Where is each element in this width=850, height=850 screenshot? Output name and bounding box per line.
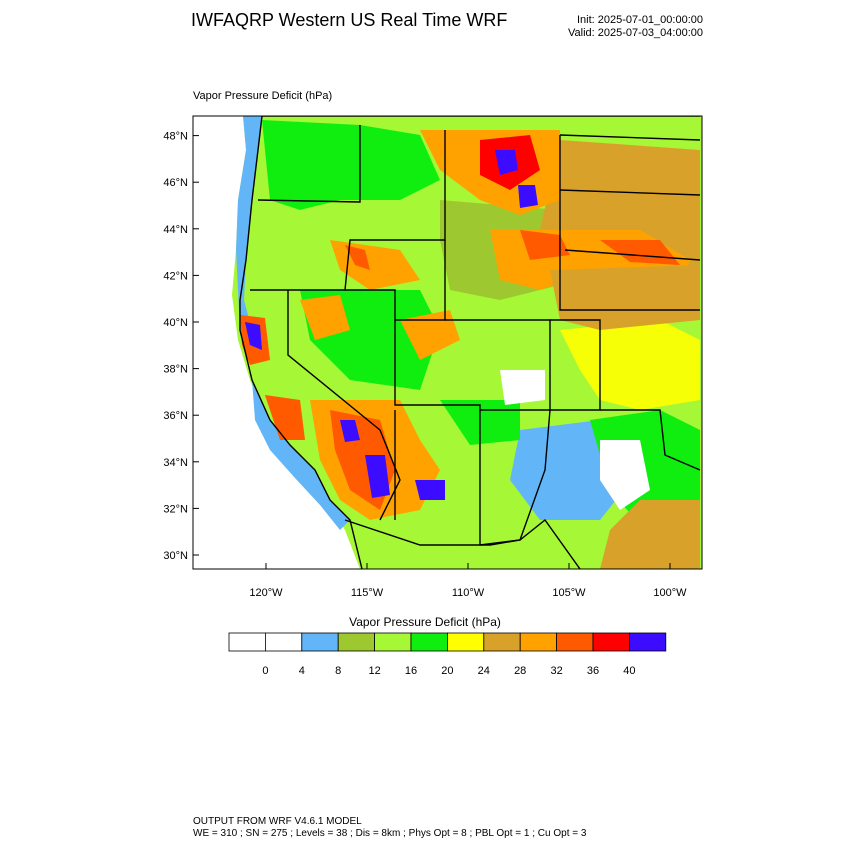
colorbar-swatch (410, 632, 448, 652)
colorbar-title: Vapor Pressure Deficit (hPa) (349, 615, 501, 629)
colorbar-label: 24 (478, 665, 490, 677)
page-title: IWFAQRP Western US Real Time WRF (191, 10, 508, 30)
lat-tick-label: 30°N (163, 550, 188, 562)
colorbar-label: 20 (441, 665, 453, 677)
colorbar-label: 40 (623, 665, 635, 677)
coastline (239, 116, 700, 569)
map-field (193, 116, 702, 569)
time-info: Init: 2025-07-01_00:00:00 Valid: 2025-07… (568, 14, 703, 40)
colorbar-label: 4 (299, 665, 305, 677)
map-field-label: Vapor Pressure Deficit (hPa) (193, 90, 333, 102)
init-time: Init: 2025-07-01_00:00:00 (577, 14, 703, 26)
colorbar-swatch (264, 632, 303, 652)
lat-tick-label: 34°N (163, 457, 188, 469)
colorbar-swatch (519, 632, 558, 652)
colorbar-label: 12 (368, 665, 380, 677)
colorbar-label: 0 (262, 665, 268, 677)
colorbar-label: 32 (550, 665, 562, 677)
lat-tick-label: 38°N (163, 364, 188, 376)
state-boundaries (250, 125, 701, 546)
colorbar-label: 36 (587, 665, 599, 677)
lat-tick-label: 36°N (163, 410, 188, 422)
colorbar-swatch (556, 632, 594, 652)
colorbar-label: 16 (405, 665, 417, 677)
lon-tick-label: 115°W (351, 587, 384, 599)
lon-tick-label: 110°W (452, 587, 485, 599)
lon-tick-label: 100°W (653, 587, 687, 599)
colorbar-swatch (592, 632, 630, 652)
model-footer: OUTPUT FROM WRF V4.6.1 MODEL WE = 310 ; … (193, 816, 586, 840)
lat-axis: 30°N 32°N 34°N 36°N 38°N 40°N 42°N 44°N 46°N 48°N (163, 131, 199, 562)
lon-tick-label: 120°W (249, 587, 283, 599)
lat-tick-label: 42°N (163, 270, 188, 282)
map-frame (192, 115, 703, 570)
lon-axis: 120°W 115°W 110°W 105°W 100°W (249, 563, 687, 599)
colorbar-swatch (446, 632, 485, 652)
lat-tick-label: 32°N (163, 503, 188, 515)
colorbar-swatch (629, 632, 667, 652)
lat-tick-label: 46°N (163, 177, 188, 189)
lat-tick-label: 48°N (163, 131, 188, 143)
colorbar-label: 8 (335, 665, 341, 677)
footer-line-1: OUTPUT FROM WRF V4.6.1 MODEL (193, 816, 362, 827)
lat-tick-label: 44°N (163, 224, 188, 236)
colorbar-swatch (337, 632, 376, 652)
colorbar: 0 4 8 12 16 20 24 28 32 36 40 (228, 632, 667, 677)
colorbar-swatch (228, 632, 266, 652)
footer-line-2: WE = 310 ; SN = 275 ; Levels = 38 ; Dis … (193, 828, 587, 839)
colorbar-swatch (483, 632, 521, 652)
colorbar-label: 28 (514, 665, 526, 677)
lon-tick-label: 105°W (552, 587, 586, 599)
colorbar-swatch (374, 632, 412, 652)
valid-time: Valid: 2025-07-03_04:00:00 (568, 27, 703, 39)
colorbar-swatch (301, 632, 339, 652)
lat-tick-label: 40°N (163, 317, 188, 329)
